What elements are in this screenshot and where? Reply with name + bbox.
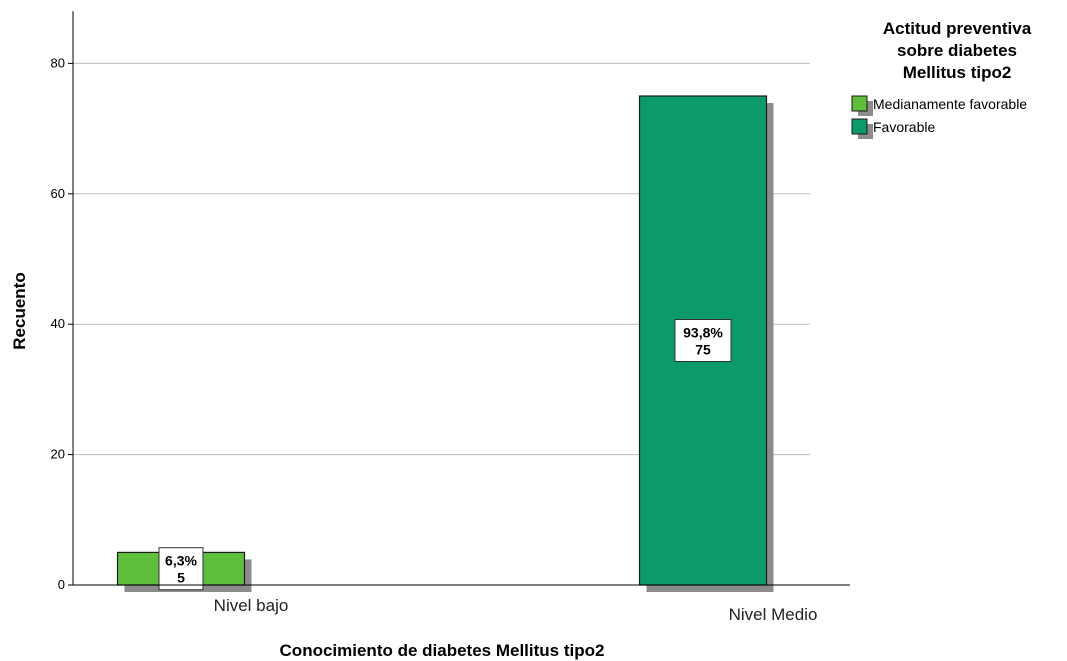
y-axis-title: Recuento	[10, 272, 29, 349]
y-tick-label: 80	[51, 55, 65, 70]
y-tick-label: 0	[58, 577, 65, 592]
legend: Actitud preventiva sobre diabetes Mellit…	[851, 19, 1032, 139]
data-label-percent: 6,3%	[165, 553, 197, 569]
x-category-label: Nivel bajo	[214, 596, 289, 615]
y-tick-label: 60	[51, 186, 65, 201]
legend-title-line-2: sobre diabetes	[897, 41, 1017, 60]
y-tick-label: 40	[51, 316, 65, 331]
legend-swatch	[851, 118, 868, 135]
data-label-box	[674, 319, 732, 362]
data-label-count: 75	[695, 342, 711, 358]
legend-swatch	[851, 95, 868, 112]
data-label-count: 5	[177, 570, 185, 586]
legend-items: Medianamente favorable Favorable	[851, 95, 1027, 139]
legend-title-line-1: Actitud preventiva	[883, 19, 1032, 38]
legend-title-line-3: Mellitus tipo2	[903, 63, 1012, 82]
legend-label: Favorable	[873, 119, 935, 135]
y-ticks: 0 20 40 60 80	[51, 55, 73, 592]
y-tick-label: 20	[51, 447, 65, 462]
legend-label: Medianamente favorable	[873, 96, 1027, 112]
x-category-label: Nivel Medio	[729, 605, 818, 624]
x-axis-title: Conocimiento de diabetes Mellitus tipo2	[280, 641, 605, 660]
x-categories: Nivel bajo Nivel Medio	[214, 596, 818, 624]
data-label-percent: 93,8%	[683, 325, 723, 341]
data-label-box	[158, 547, 204, 591]
bars-layer: 6,3%5 93,8%75	[116, 95, 774, 592]
axes	[72, 11, 850, 586]
